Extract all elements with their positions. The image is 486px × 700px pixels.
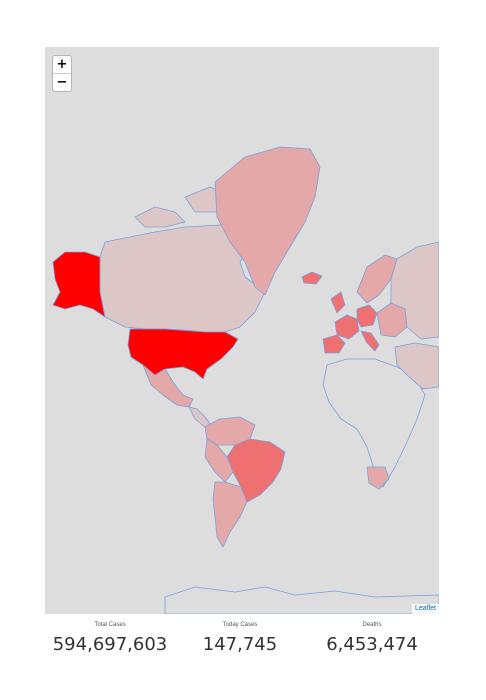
today-cases-label: Today Cases bbox=[222, 622, 258, 628]
region-south-islands[interactable] bbox=[164, 586, 439, 614]
country-italy[interactable] bbox=[360, 330, 380, 352]
zoom-control: + − bbox=[52, 55, 72, 92]
map-container[interactable]: + − Leaflet bbox=[45, 47, 439, 614]
country-africa[interactable] bbox=[322, 358, 426, 488]
country-uk[interactable] bbox=[330, 291, 346, 314]
total-cases-value: 594,697,603 bbox=[52, 634, 168, 655]
total-cases-stat: Total Cases 594,697,603 bbox=[45, 620, 175, 657]
deaths-value: 6,453,474 bbox=[326, 634, 418, 655]
today-cases-value: 147,745 bbox=[202, 634, 278, 655]
today-cases-stat: Today Cases 147,745 bbox=[175, 620, 305, 657]
country-usa[interactable] bbox=[127, 328, 239, 380]
country-russia[interactable] bbox=[390, 241, 439, 340]
country-france[interactable] bbox=[334, 314, 360, 340]
total-cases-label: Total Cases bbox=[94, 622, 126, 628]
deaths-label: Deaths bbox=[362, 622, 382, 628]
zoom-out-button[interactable]: − bbox=[53, 73, 71, 91]
attribution-link[interactable]: Leaflet bbox=[411, 604, 439, 614]
stats-bar: Total Cases 594,697,603 Today Cases 147,… bbox=[45, 620, 439, 680]
country-germany[interactable] bbox=[356, 304, 378, 328]
zoom-in-button[interactable]: + bbox=[56, 57, 68, 72]
country-argentina[interactable] bbox=[212, 481, 248, 548]
country-usa-alaska[interactable] bbox=[52, 251, 106, 318]
country-greenland[interactable] bbox=[214, 146, 321, 296]
country-iceland[interactable] bbox=[301, 271, 323, 285]
country-peru[interactable] bbox=[204, 438, 234, 483]
country-middle-east[interactable] bbox=[394, 342, 439, 390]
world-map[interactable] bbox=[45, 47, 439, 614]
country-central-america[interactable] bbox=[188, 406, 212, 428]
country-spain[interactable] bbox=[322, 334, 346, 354]
country-mexico[interactable] bbox=[142, 364, 194, 408]
country-canada-islands[interactable] bbox=[134, 206, 186, 228]
deaths-stat: Deaths 6,453,474 bbox=[305, 620, 439, 657]
country-south-africa[interactable] bbox=[366, 466, 390, 490]
